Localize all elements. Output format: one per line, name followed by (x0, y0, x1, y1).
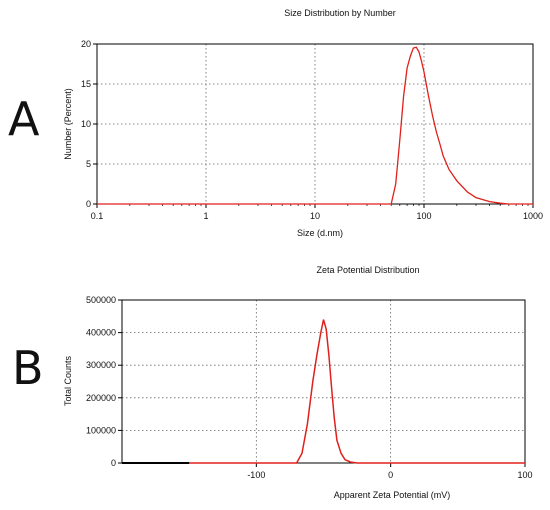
chart-b-series-line (189, 319, 525, 464)
panel-label-a: A (8, 92, 40, 146)
chart-a-ylabel: Number (Percent) (63, 88, 73, 160)
chart-b-ytick-label: 200000 (86, 393, 116, 403)
chart-b-xlabel: Apparent Zeta Potential (mV) (334, 490, 451, 500)
chart-a-ytick-label: 20 (81, 39, 91, 49)
chart-a-ytick-label: 10 (81, 119, 91, 129)
chart-b-ticks: -100 0 100 0 100000 200000 300000 400000 500000 (86, 295, 533, 480)
chart-b-xtick-label: -100 (247, 470, 265, 480)
chart-b-title: Zeta Potential Distribution (316, 265, 419, 275)
chart-b-plot-frame (121, 299, 526, 464)
chart-a-xtick-label: 1000 (523, 211, 543, 221)
chart-a-ytick-label: 0 (86, 199, 91, 209)
chart-a-series-line (97, 46, 533, 205)
size-distribution-chart: Size Distribution by Number 0.1 1 10 100 100… (63, 8, 543, 238)
chart-a-xtick-label: 1 (203, 211, 208, 221)
chart-a-ticks: 0.1 1 10 100 1000 0 5 10 15 20 (81, 39, 543, 221)
chart-b-xtick-label: 100 (517, 470, 532, 480)
chart-b-xtick-label: 0 (388, 470, 393, 480)
chart-b-ytick-label: 100000 (86, 425, 116, 435)
chart-b-ytick-label: 300000 (86, 360, 116, 370)
chart-a-ytick-label: 15 (81, 79, 91, 89)
chart-b-ylabel: Total Counts (63, 355, 73, 406)
chart-a-xtick-label: 100 (416, 211, 431, 221)
chart-a-xtick-label: 10 (310, 211, 320, 221)
chart-a-ytick-label: 5 (86, 159, 91, 169)
panel-label-b: B (12, 341, 44, 395)
chart-a-grid (97, 44, 533, 204)
chart-b-ytick-label: 500000 (86, 295, 116, 305)
zeta-potential-chart: Zeta Potential Distribution -100 0 100 0 100… (63, 265, 533, 500)
chart-b-ytick-label: 400000 (86, 328, 116, 338)
chart-a-xlabel: Size (d.nm) (297, 228, 343, 238)
chart-b-ytick-label: 0 (111, 458, 116, 468)
chart-a-title: Size Distribution by Number (284, 8, 396, 18)
chart-b-grid (122, 300, 525, 463)
chart-a-xtick-label: 0.1 (91, 211, 104, 221)
